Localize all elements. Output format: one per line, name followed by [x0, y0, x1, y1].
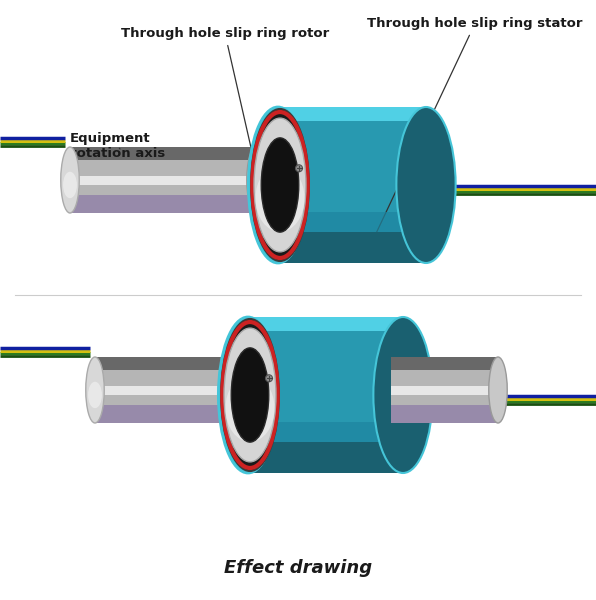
Ellipse shape [261, 138, 299, 232]
Polygon shape [70, 176, 256, 185]
Polygon shape [278, 107, 426, 121]
Ellipse shape [224, 328, 276, 462]
Polygon shape [95, 357, 228, 370]
Polygon shape [248, 442, 403, 473]
Ellipse shape [63, 172, 77, 198]
Text: Through hole slip ring rotor: Through hole slip ring rotor [121, 27, 329, 250]
Ellipse shape [86, 357, 104, 423]
Polygon shape [248, 317, 403, 473]
Ellipse shape [247, 147, 265, 213]
Polygon shape [70, 195, 256, 213]
Polygon shape [391, 405, 498, 423]
Polygon shape [391, 357, 498, 423]
Ellipse shape [396, 107, 455, 263]
Ellipse shape [231, 348, 269, 442]
Ellipse shape [254, 118, 306, 252]
Ellipse shape [61, 147, 79, 213]
Ellipse shape [88, 382, 102, 408]
Text: Through hole slip ring stator: Through hole slip ring stator [367, 17, 583, 250]
Polygon shape [70, 147, 256, 213]
Ellipse shape [249, 107, 308, 263]
Ellipse shape [221, 319, 279, 471]
Ellipse shape [256, 165, 305, 232]
Text: Effect drawing: Effect drawing [224, 559, 372, 577]
Polygon shape [278, 232, 426, 263]
Ellipse shape [218, 317, 278, 473]
Ellipse shape [265, 375, 272, 382]
Ellipse shape [251, 109, 309, 261]
Text: Equipment
rotation axis: Equipment rotation axis [70, 132, 165, 160]
Polygon shape [95, 357, 228, 423]
Polygon shape [248, 422, 403, 442]
Ellipse shape [373, 317, 433, 473]
Ellipse shape [219, 357, 237, 423]
Ellipse shape [489, 357, 507, 423]
Polygon shape [391, 386, 498, 395]
Ellipse shape [296, 165, 303, 172]
Polygon shape [95, 386, 228, 395]
Polygon shape [248, 317, 403, 331]
Polygon shape [95, 405, 228, 423]
Polygon shape [391, 357, 498, 370]
Polygon shape [70, 147, 256, 160]
Ellipse shape [225, 375, 275, 442]
Polygon shape [278, 212, 426, 232]
Polygon shape [278, 107, 426, 263]
